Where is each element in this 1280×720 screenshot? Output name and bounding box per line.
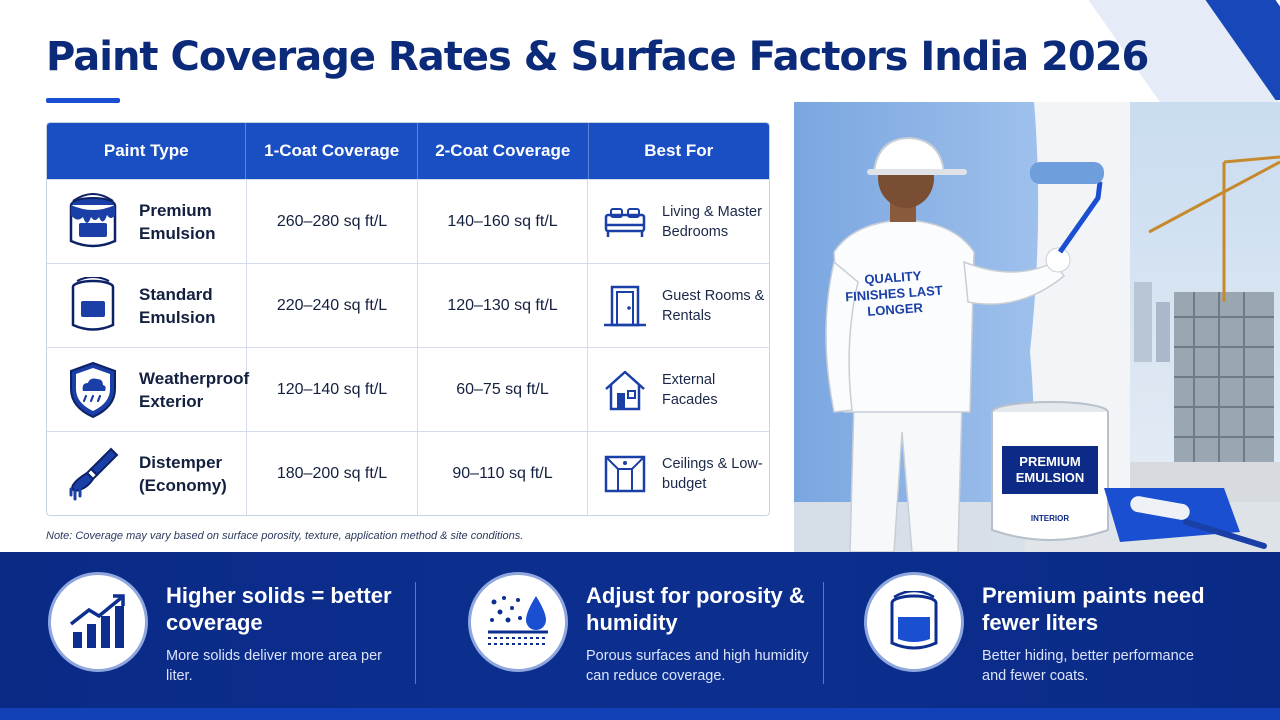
feature-description: Porous surfaces and high humidity can re… <box>586 648 809 684</box>
one-coat-value: 220–240 sq ft/L <box>247 264 418 347</box>
feature-title: Premium paints need fewer liters <box>982 583 1205 635</box>
paint-type-name: Standard Emulsion <box>139 284 216 327</box>
ceiling-icon <box>604 455 646 492</box>
feature-description: More solids deliver more area per liter. <box>166 648 382 684</box>
best-for-label: External Facades <box>662 371 718 408</box>
page-title: Paint Coverage Rates & Surface Factors I… <box>46 34 1149 80</box>
painter-photo: QUALITY FINISHES LAST LONGER PREMIUM EMU… <box>794 102 1280 552</box>
feature-title: Adjust for porosity & humidity <box>586 583 805 635</box>
table-row: Weatherproof Exterior 120–140 sq ft/L 60… <box>47 347 769 431</box>
two-coat-value: 120–130 sq ft/L <box>418 264 588 347</box>
house-icon <box>605 370 645 410</box>
porous-surface-droplet-icon <box>488 596 548 645</box>
two-coat-value: 140–160 sq ft/L <box>418 180 588 263</box>
table-header: Paint Type 1-Coat Coverage 2-Coat Covera… <box>47 123 769 179</box>
title-underline <box>46 98 120 103</box>
shield-cloud-rain-icon <box>70 361 116 418</box>
best-for-cell: Ceilings & Low-budget <box>588 432 769 515</box>
best-for-label: Guest Rooms & Rentals <box>662 287 765 324</box>
paint-can-icon <box>890 591 938 650</box>
paint-type-cell: Premium Emulsion <box>47 180 247 263</box>
growth-chart-icon <box>69 594 125 648</box>
best-for-label: Ceilings & Low-budget <box>662 455 763 492</box>
painter-illustration <box>794 102 1280 552</box>
shirt-text: QUALITY FINISHES LAST LONGER <box>844 268 944 319</box>
header-2-coat: 2-Coat Coverage <box>418 123 589 179</box>
best-for-label: Living & Master Bedrooms <box>662 203 762 240</box>
bed-icon <box>604 207 646 237</box>
feature-description: Better hiding, better performance and fe… <box>982 648 1194 684</box>
painter-figure <box>825 136 1104 552</box>
best-for-cell: Living & Master Bedrooms <box>588 180 769 263</box>
feature-premium: Premium paints need fewer liters Better … <box>864 572 1222 686</box>
coverage-table: Paint Type 1-Coat Coverage 2-Coat Covera… <box>46 122 770 516</box>
header-best-for: Best For <box>644 141 714 160</box>
bucket-sublabel: INTERIOR <box>1030 514 1070 523</box>
feature-icon-circle <box>468 572 568 672</box>
paint-type-name: Weatherproof Exterior <box>139 368 250 411</box>
best-for-cell: External Facades <box>588 348 769 431</box>
divider <box>415 582 416 684</box>
feature-icon-circle <box>48 572 148 672</box>
paint-type-cell: Standard Emulsion <box>47 264 247 347</box>
table-row: Distemper (Economy) 180–200 sq ft/L 90–1… <box>47 431 769 515</box>
feature-band: Higher solids = better coverage More sol… <box>0 552 1280 720</box>
header-paint-type: Paint Type <box>47 123 247 179</box>
table-row: Premium Emulsion 260–280 sq ft/L 140–160… <box>47 179 769 263</box>
band-bottom-stripe <box>0 708 1280 720</box>
bucket-label: PREMIUM EMULSION <box>1015 454 1085 485</box>
feature-icon-circle <box>864 572 964 672</box>
paint-type-name: Distemper (Economy) <box>139 452 227 495</box>
paint-bucket <box>991 401 1109 541</box>
divider <box>823 582 824 684</box>
header-1-coat: 1-Coat Coverage <box>246 123 418 179</box>
one-coat-value: 260–280 sq ft/L <box>247 180 418 263</box>
table-row: Standard Emulsion 220–240 sq ft/L 120–13… <box>47 263 769 347</box>
two-coat-value: 90–110 sq ft/L <box>418 432 588 515</box>
feature-porosity: Adjust for porosity & humidity Porous su… <box>468 572 826 686</box>
paint-bucket-icon <box>71 276 115 331</box>
door-icon <box>604 285 646 326</box>
best-for-cell: Guest Rooms & Rentals <box>588 264 769 347</box>
one-coat-value: 120–140 sq ft/L <box>247 348 418 431</box>
paint-brush-icon <box>69 447 119 500</box>
two-coat-value: 60–75 sq ft/L <box>418 348 588 431</box>
coverage-note: Note: Coverage may vary based on surface… <box>46 530 524 542</box>
feature-title: Higher solids = better coverage <box>166 583 392 635</box>
paint-type-cell: Distemper (Economy) <box>47 432 247 515</box>
paint-type-cell: Weatherproof Exterior <box>47 348 250 431</box>
feature-solids: Higher solids = better coverage More sol… <box>48 572 406 686</box>
one-coat-value: 180–200 sq ft/L <box>247 432 418 515</box>
paint-can-drip-icon <box>69 192 117 247</box>
paint-type-name: Premium Emulsion <box>139 200 216 243</box>
